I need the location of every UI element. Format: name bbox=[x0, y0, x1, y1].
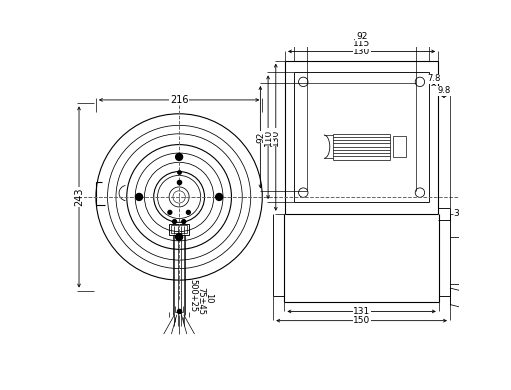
Circle shape bbox=[176, 234, 182, 241]
Text: 7.8: 7.8 bbox=[427, 74, 440, 83]
Text: 243: 243 bbox=[74, 188, 84, 206]
Text: 115: 115 bbox=[353, 39, 370, 48]
Text: 216: 216 bbox=[170, 95, 189, 105]
Circle shape bbox=[173, 220, 176, 223]
Text: 131: 131 bbox=[353, 307, 370, 316]
Text: 3: 3 bbox=[454, 209, 459, 218]
Text: 92: 92 bbox=[356, 32, 367, 41]
Text: 130: 130 bbox=[353, 47, 370, 56]
Text: 92: 92 bbox=[256, 131, 265, 143]
Bar bbox=[393, 136, 406, 157]
Circle shape bbox=[176, 153, 182, 160]
Circle shape bbox=[168, 211, 172, 214]
Text: 130: 130 bbox=[271, 129, 281, 146]
Text: 9.8: 9.8 bbox=[437, 86, 451, 95]
Bar bbox=[171, 225, 187, 233]
Text: 150: 150 bbox=[353, 316, 370, 325]
Bar bbox=[169, 224, 189, 236]
Text: 110: 110 bbox=[264, 129, 272, 146]
Text: 10: 10 bbox=[204, 292, 213, 303]
Text: 75±45: 75±45 bbox=[196, 287, 205, 315]
Circle shape bbox=[216, 193, 223, 200]
Circle shape bbox=[135, 193, 143, 200]
Text: 500+25: 500+25 bbox=[189, 279, 197, 312]
Circle shape bbox=[187, 211, 190, 214]
Circle shape bbox=[182, 220, 185, 223]
